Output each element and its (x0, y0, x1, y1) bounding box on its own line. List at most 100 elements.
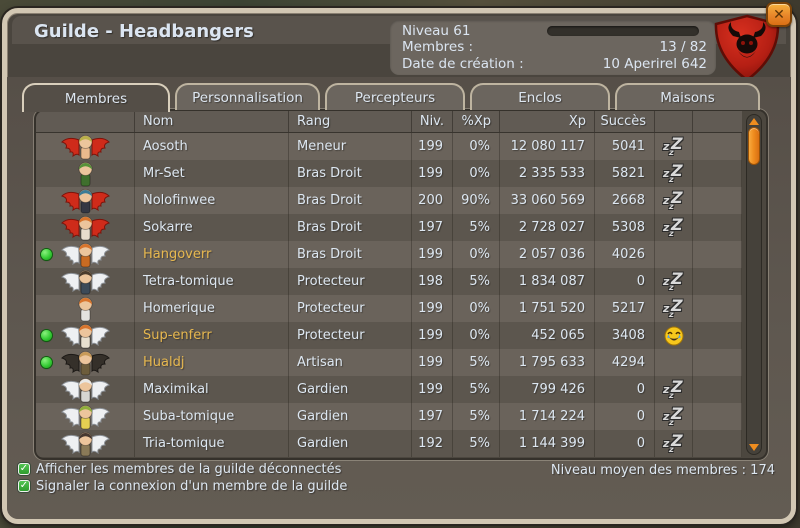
average-member-level: Niveau moyen des membres : 174 (550, 463, 775, 478)
scrollbar-track[interactable] (746, 114, 762, 455)
member-row[interactable]: Aosoth Meneur 199 0% 12 080 117 5041 z Z… (36, 133, 742, 160)
character-avatar-icon (60, 242, 111, 268)
member-rank: Gardien (289, 403, 412, 430)
character-sprite-icon (78, 404, 92, 429)
member-extra-cell (693, 403, 742, 430)
member-xp-percent: 0% (453, 322, 500, 349)
white-wing-icon (91, 326, 110, 346)
member-row[interactable]: Suba-tomique Gardien 197 5% 1 714 224 0 … (36, 403, 742, 430)
character-avatar-icon (78, 296, 92, 322)
checkbox-checked-icon[interactable]: ✓ (18, 480, 30, 492)
member-name-cell: Maximikal (135, 376, 289, 403)
sleeping-icon: z Z z (663, 376, 683, 400)
member-achievements: 3408 (595, 322, 655, 349)
checkbox-checked-icon[interactable]: ✓ (18, 463, 30, 475)
red-wing-icon (60, 137, 79, 157)
red-wing-icon (91, 218, 110, 238)
character-sprite-icon (78, 431, 92, 456)
column-header-nom[interactable]: Nom (135, 111, 289, 132)
character-sprite-icon (78, 242, 92, 267)
member-rank: Protecteur (289, 268, 412, 295)
member-row[interactable]: Nolofinwee Bras Droit 200 90% 33 060 569… (36, 187, 742, 214)
member-achievements: 5308 (595, 214, 655, 241)
member-extra-cell (693, 349, 742, 376)
member-name-cell: Aosoth (135, 133, 289, 160)
member-xp: 33 060 569 (500, 187, 595, 214)
member-extra-cell (693, 187, 742, 214)
tab-percepteurs[interactable]: Percepteurs (325, 83, 465, 110)
column-header-xp[interactable]: Xp (500, 111, 595, 132)
member-name-cell: Homerique (135, 295, 289, 322)
show-offline-members-option[interactable]: ✓ Afficher les membres de la guilde déco… (18, 461, 347, 477)
member-name: Homerique (143, 301, 215, 316)
member-rank: Bras Droit (289, 214, 412, 241)
column-header-niv[interactable]: Niv. (412, 111, 453, 132)
member-name: Sup-enferr (143, 328, 212, 343)
tab-enclos[interactable]: Enclos (470, 83, 610, 110)
member-row[interactable]: Mr-Set Bras Droit 199 0% 2 335 533 5821 … (36, 160, 742, 187)
white-wing-icon (91, 434, 110, 454)
column-header-extra (693, 111, 742, 132)
member-avatar-cell (36, 241, 135, 268)
member-avatar-cell (36, 349, 135, 376)
member-extra-cell (693, 430, 742, 457)
tab-membres[interactable]: Membres (22, 83, 170, 112)
white-wing-icon (60, 380, 79, 400)
sleeping-icon: z Z z (663, 403, 683, 427)
character-sprite-icon (78, 377, 92, 402)
member-row[interactable]: Homerique Protecteur 199 0% 1 751 520 52… (36, 295, 742, 322)
member-row[interactable]: Sokarre Bras Droit 197 5% 2 728 027 5308… (36, 214, 742, 241)
member-achievements: 2668 (595, 187, 655, 214)
member-row[interactable]: Hualdj Artisan 199 5% 1 795 633 4294 (36, 349, 742, 376)
character-avatar-icon (60, 431, 111, 457)
member-xp: 2 728 027 (500, 214, 595, 241)
tab-maisons[interactable]: Maisons (615, 83, 760, 110)
member-row[interactable]: Tria-tomique Gardien 192 5% 1 144 399 0 … (36, 430, 742, 457)
signal-connection-option[interactable]: ✓ Signaler la connexion d'un membre de l… (18, 478, 347, 494)
member-extra-cell (693, 241, 742, 268)
scrollbar (740, 111, 766, 458)
member-extra-cell (693, 322, 742, 349)
member-xp-percent: 5% (453, 214, 500, 241)
member-xp: 1 795 633 (500, 349, 595, 376)
guild-members-row: Membres : 13 / 82 (402, 39, 707, 55)
scrollbar-thumb[interactable] (748, 127, 760, 165)
sleeping-icon: z Z z (663, 430, 683, 454)
member-avatar-cell (36, 268, 135, 295)
member-avatar-cell (36, 160, 135, 187)
member-mood-cell: z Z z (655, 214, 693, 241)
members-label: Membres : (402, 39, 474, 56)
member-xp-percent: 5% (453, 430, 500, 457)
member-rank: Artisan (289, 349, 412, 376)
sleeping-icon: z Z z (663, 268, 683, 292)
member-achievements: 4294 (595, 349, 655, 376)
white-wing-icon (60, 326, 79, 346)
character-sprite-icon (78, 188, 92, 213)
column-header-rang[interactable]: Rang (289, 111, 412, 132)
member-mood-cell: z Z z (655, 268, 693, 295)
sleeping-icon: z Z z (663, 295, 683, 319)
member-rank: Protecteur (289, 295, 412, 322)
member-achievements: 0 (595, 430, 655, 457)
close-icon: ✕ (773, 6, 785, 23)
member-xp-percent: 0% (453, 160, 500, 187)
member-achievements: 5041 (595, 133, 655, 160)
member-mood-cell: z Z z (655, 376, 693, 403)
member-row[interactable]: Sup-enferr Protecteur 199 0% 452 065 340… (36, 322, 742, 349)
member-row[interactable]: Hangoverr Bras Droit 199 0% 2 057 036 40… (36, 241, 742, 268)
tab-personnalisation[interactable]: Personnalisation (175, 83, 320, 110)
scroll-up-icon[interactable] (749, 118, 759, 125)
character-sprite-icon (78, 215, 92, 240)
column-avatar (36, 111, 135, 132)
character-sprite-icon (78, 296, 92, 321)
close-button[interactable]: ✕ (766, 2, 792, 27)
scroll-down-icon[interactable] (749, 444, 759, 451)
online-status-icon (41, 249, 52, 260)
member-row[interactable]: Maximikal Gardien 199 5% 799 426 0 z Z z (36, 376, 742, 403)
member-mood-cell: z Z z (655, 187, 693, 214)
white-wing-icon (91, 380, 110, 400)
column-header-succes[interactable]: Succès (595, 111, 655, 132)
member-row[interactable]: Tetra-tomique Protecteur 198 5% 1 834 08… (36, 268, 742, 295)
red-wing-icon (60, 191, 79, 211)
column-header-xppct[interactable]: %Xp (453, 111, 500, 132)
